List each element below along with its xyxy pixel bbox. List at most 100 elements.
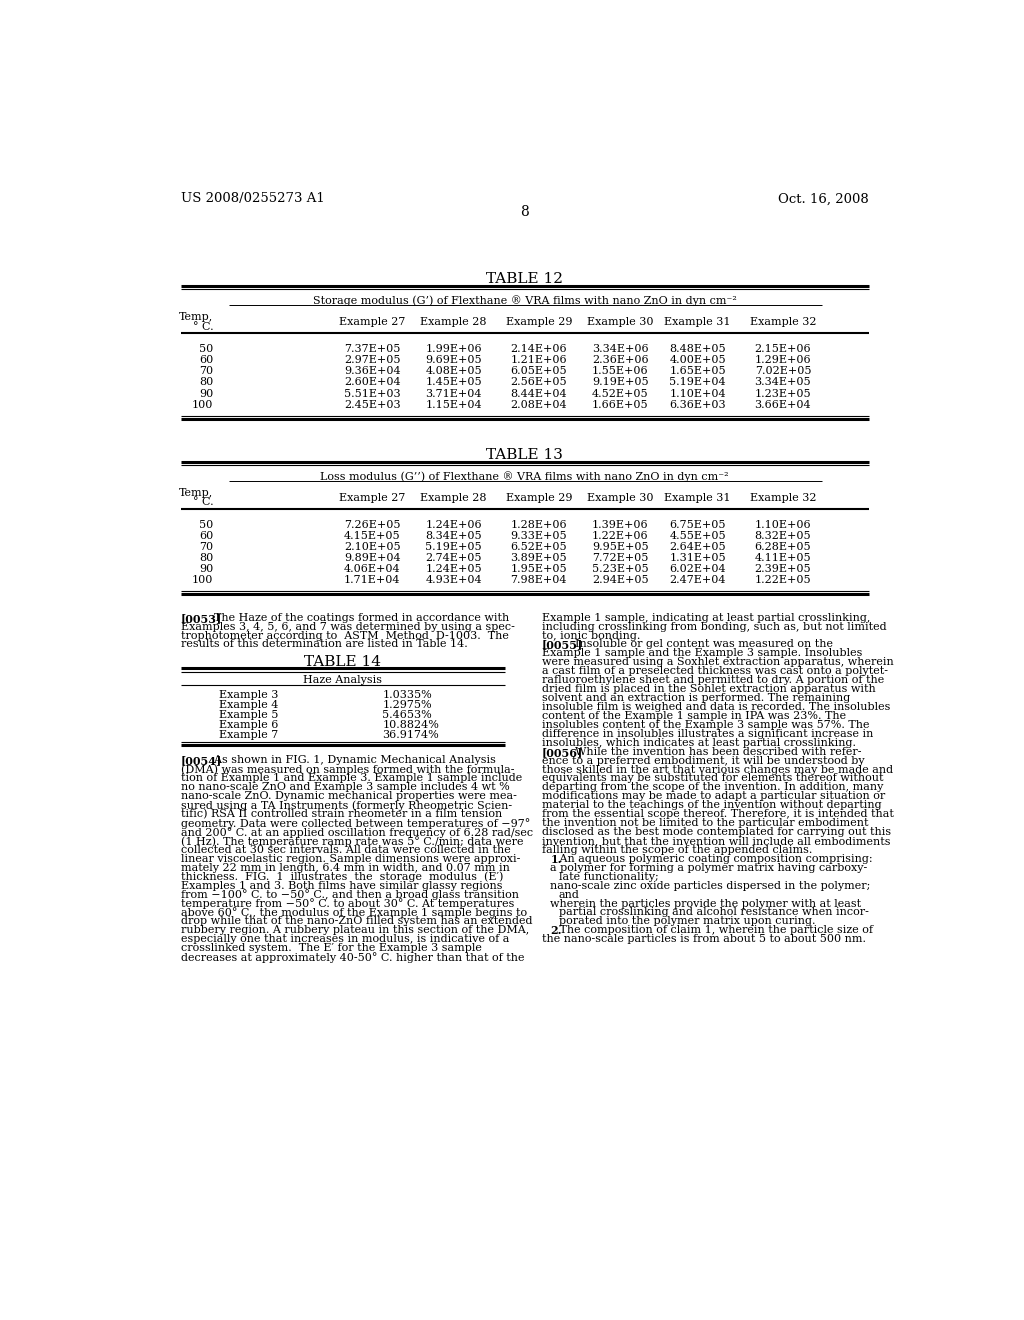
Text: TABLE 12: TABLE 12 [486, 272, 563, 286]
Text: [0054]: [0054] [180, 755, 222, 767]
Text: material to the teachings of the invention without departing: material to the teachings of the inventi… [542, 800, 882, 810]
Text: 9.69E+05: 9.69E+05 [425, 355, 482, 366]
Text: partial crosslinking and alcohol resistance when incor-: partial crosslinking and alcohol resista… [558, 907, 868, 917]
Text: collected at 30 sec intervals. All data were collected in the: collected at 30 sec intervals. All data … [180, 845, 510, 855]
Text: crosslinked system.  The E′ for the Example 3 sample: crosslinked system. The E′ for the Examp… [180, 942, 481, 953]
Text: Example 32: Example 32 [750, 317, 816, 327]
Text: the invention not be limited to the particular embodiment: the invention not be limited to the part… [542, 818, 868, 828]
Text: 2.64E+05: 2.64E+05 [670, 543, 726, 552]
Text: a cast film of a preselected thickness was cast onto a polytet-: a cast film of a preselected thickness w… [542, 667, 888, 676]
Text: 3.71E+04: 3.71E+04 [425, 388, 481, 399]
Text: porated into the polymer matrix upon curing.: porated into the polymer matrix upon cur… [558, 916, 815, 927]
Text: 1.24E+06: 1.24E+06 [425, 520, 482, 529]
Text: 36.9174%: 36.9174% [382, 730, 439, 741]
Text: US 2008/0255273 A1: US 2008/0255273 A1 [180, 193, 325, 206]
Text: 1.65E+05: 1.65E+05 [670, 367, 726, 376]
Text: wherein the particles provide the polymer with at least: wherein the particles provide the polyme… [550, 899, 861, 908]
Text: 1.0335%: 1.0335% [382, 690, 432, 700]
Text: Oct. 16, 2008: Oct. 16, 2008 [778, 193, 869, 206]
Text: Example 1 sample and the Example 3 sample. Insolubles: Example 1 sample and the Example 3 sampl… [542, 648, 862, 659]
Text: rubbery region. A rubbery plateau in this section of the DMA,: rubbery region. A rubbery plateau in thi… [180, 925, 529, 935]
Text: 9.33E+05: 9.33E+05 [510, 531, 567, 541]
Text: falling within the scope of the appended claims.: falling within the scope of the appended… [542, 845, 812, 855]
Text: 50: 50 [199, 520, 213, 529]
Text: 100: 100 [191, 400, 213, 409]
Text: ence to a preferred embodiment, it will be understood by: ence to a preferred embodiment, it will … [542, 755, 864, 766]
Text: [0056]: [0056] [542, 747, 583, 758]
Text: TABLE 13: TABLE 13 [486, 447, 563, 462]
Text: The Haze of the coatings formed in accordance with: The Haze of the coatings formed in accor… [200, 612, 509, 623]
Text: TABLE 14: TABLE 14 [304, 655, 381, 669]
Text: solvent and an extraction is performed. The remaining: solvent and an extraction is performed. … [542, 693, 850, 704]
Text: linear viscoelastic region. Sample dimensions were approxi-: linear viscoelastic region. Sample dimen… [180, 854, 520, 863]
Text: 1.22E+06: 1.22E+06 [592, 531, 648, 541]
Text: 100: 100 [191, 576, 213, 585]
Text: Temp,: Temp, [179, 313, 213, 322]
Text: nano-scale ZnO. Dynamic mechanical properties were mea-: nano-scale ZnO. Dynamic mechanical prope… [180, 791, 516, 801]
Text: Example 31: Example 31 [665, 492, 731, 503]
Text: Example 30: Example 30 [587, 492, 653, 503]
Text: 9.95E+05: 9.95E+05 [592, 543, 648, 552]
Text: including crosslinking from bonding, such as, but not limited: including crosslinking from bonding, suc… [542, 622, 887, 632]
Text: While the invention has been described with refer-: While the invention has been described w… [561, 747, 861, 756]
Text: invention, but that the invention will include all embodiments: invention, but that the invention will i… [542, 836, 890, 846]
Text: temperature from −50° C. to about 30° C. At temperatures: temperature from −50° C. to about 30° C.… [180, 899, 514, 909]
Text: 2.94E+05: 2.94E+05 [592, 576, 648, 585]
Text: 6.75E+05: 6.75E+05 [670, 520, 726, 529]
Text: 5.23E+05: 5.23E+05 [592, 564, 648, 574]
Text: 2.60E+04: 2.60E+04 [344, 378, 400, 388]
Text: especially one that increases in modulus, is indicative of a: especially one that increases in modulus… [180, 935, 509, 944]
Text: disclosed as the best mode contemplated for carrying out this: disclosed as the best mode contemplated … [542, 828, 891, 837]
Text: Example 30: Example 30 [587, 317, 653, 327]
Text: Example 32: Example 32 [750, 492, 816, 503]
Text: and: and [558, 890, 580, 900]
Text: trophotometer according to  ASTM  Method  D-1003.  The: trophotometer according to ASTM Method D… [180, 631, 509, 640]
Text: 3.34E+06: 3.34E+06 [592, 345, 648, 354]
Text: [0053]: [0053] [180, 612, 222, 624]
Text: 6.05E+05: 6.05E+05 [510, 367, 567, 376]
Text: 1.23E+05: 1.23E+05 [755, 388, 811, 399]
Text: nano-scale zinc oxide particles dispersed in the polymer;: nano-scale zinc oxide particles disperse… [550, 880, 870, 891]
Text: 2.97E+05: 2.97E+05 [344, 355, 400, 366]
Text: (1 Hz). The temperature ramp rate was 5° C./min; data were: (1 Hz). The temperature ramp rate was 5°… [180, 836, 523, 846]
Text: were measured using a Soxhlet extraction apparatus, wherein: were measured using a Soxhlet extraction… [542, 657, 894, 668]
Text: 7.98E+04: 7.98E+04 [511, 576, 567, 585]
Text: 2.45E+03: 2.45E+03 [344, 400, 400, 409]
Text: 1.95E+05: 1.95E+05 [510, 564, 567, 574]
Text: Loss modulus (G’’) of Flexthane ® VRA films with nano ZnO in dyn cm⁻²: Loss modulus (G’’) of Flexthane ® VRA fi… [321, 471, 729, 482]
Text: Examples 1 and 3. Both films have similar glassy regions: Examples 1 and 3. Both films have simila… [180, 880, 502, 891]
Text: 4.08E+05: 4.08E+05 [425, 367, 482, 376]
Text: 90: 90 [199, 388, 213, 399]
Text: 7.37E+05: 7.37E+05 [344, 345, 400, 354]
Text: 4.52E+05: 4.52E+05 [592, 388, 648, 399]
Text: 1.10E+04: 1.10E+04 [670, 388, 726, 399]
Text: dried film is placed in the Sohlet extraction apparatus with: dried film is placed in the Sohlet extra… [542, 684, 876, 694]
Text: 1.24E+05: 1.24E+05 [425, 564, 482, 574]
Text: 70: 70 [199, 367, 213, 376]
Text: no nano-scale ZnO and Example 3 sample includes 4 wt %: no nano-scale ZnO and Example 3 sample i… [180, 783, 510, 792]
Text: from −100° C. to −50° C., and then a broad glass transition: from −100° C. to −50° C., and then a bro… [180, 890, 519, 900]
Text: 1.31E+05: 1.31E+05 [670, 553, 726, 564]
Text: 5.19E+05: 5.19E+05 [425, 543, 482, 552]
Text: ° C.: ° C. [193, 498, 213, 507]
Text: Example 27: Example 27 [339, 317, 406, 327]
Text: Examples 3, 4, 5, 6, and 7 was determined by using a spec-: Examples 3, 4, 5, 6, and 7 was determine… [180, 622, 515, 632]
Text: 4.55E+05: 4.55E+05 [670, 531, 726, 541]
Text: 80: 80 [199, 553, 213, 564]
Text: decreases at approximately 40-50° C. higher than that of the: decreases at approximately 40-50° C. hig… [180, 952, 524, 962]
Text: 6.28E+05: 6.28E+05 [755, 543, 811, 552]
Text: 5.4653%: 5.4653% [382, 710, 432, 719]
Text: late functionality;: late functionality; [558, 871, 658, 882]
Text: 3.66E+04: 3.66E+04 [755, 400, 811, 409]
Text: 5.19E+04: 5.19E+04 [670, 378, 726, 388]
Text: Example 5: Example 5 [219, 710, 279, 719]
Text: 1.71E+04: 1.71E+04 [344, 576, 400, 585]
Text: 2.39E+05: 2.39E+05 [755, 564, 811, 574]
Text: 9.19E+05: 9.19E+05 [592, 378, 648, 388]
Text: 6.52E+05: 6.52E+05 [510, 543, 567, 552]
Text: 9.89E+04: 9.89E+04 [344, 553, 400, 564]
Text: As shown in FIG. 1, Dynamic Mechanical Analysis: As shown in FIG. 1, Dynamic Mechanical A… [200, 755, 496, 766]
Text: 7.26E+05: 7.26E+05 [344, 520, 400, 529]
Text: 1.: 1. [550, 854, 562, 865]
Text: the nano-scale particles is from about 5 to about 500 nm.: the nano-scale particles is from about 5… [542, 935, 866, 944]
